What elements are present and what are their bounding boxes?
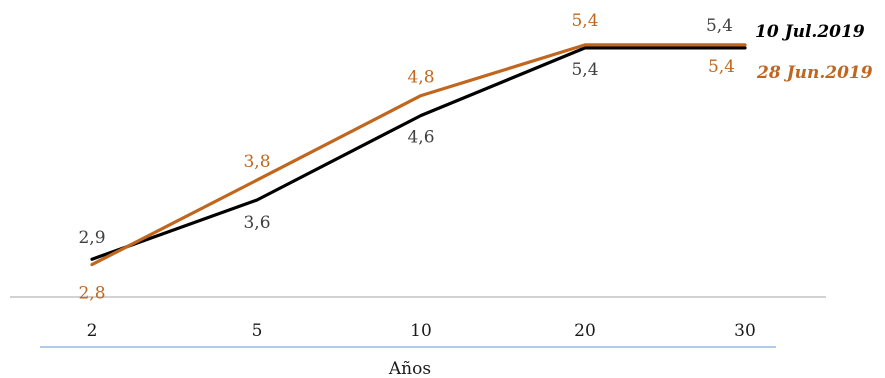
data-label-jul: 3,6: [243, 213, 270, 233]
series-lines: [90, 43, 747, 267]
data-label-jun: 3,8: [243, 152, 270, 172]
x-tick-label: 2: [87, 321, 98, 341]
data-label-jul: 4,6: [407, 128, 434, 148]
series-name-jun: 28 Jun.2019: [756, 63, 873, 83]
series-line-jun: [90, 43, 747, 267]
x-tick-labels: 2 5 10 20 30: [87, 321, 756, 341]
series-line-jul: [90, 46, 747, 261]
data-label-jul: 2,9: [78, 228, 105, 248]
x-tick-label: 5: [252, 321, 263, 341]
data-label-jul: 5,4: [706, 16, 733, 36]
x-tick-label: 10: [410, 321, 432, 341]
x-tick-label: 30: [734, 321, 756, 341]
data-label-jun: 5,4: [571, 11, 598, 31]
x-tick-label: 20: [574, 321, 596, 341]
data-label-jul: 5,4: [571, 60, 598, 80]
data-labels: 2,9 3,6 4,6 5,4 5,4 2,8 3,8 4,8 5,4 5,4: [78, 11, 735, 304]
x-axis-title: Años: [388, 359, 431, 378]
data-label-jun: 4,8: [407, 68, 434, 88]
series-name-jul: 10 Jul.2019: [755, 22, 865, 42]
data-label-jun: 5,4: [708, 57, 735, 77]
data-label-jun: 2,8: [78, 284, 105, 304]
